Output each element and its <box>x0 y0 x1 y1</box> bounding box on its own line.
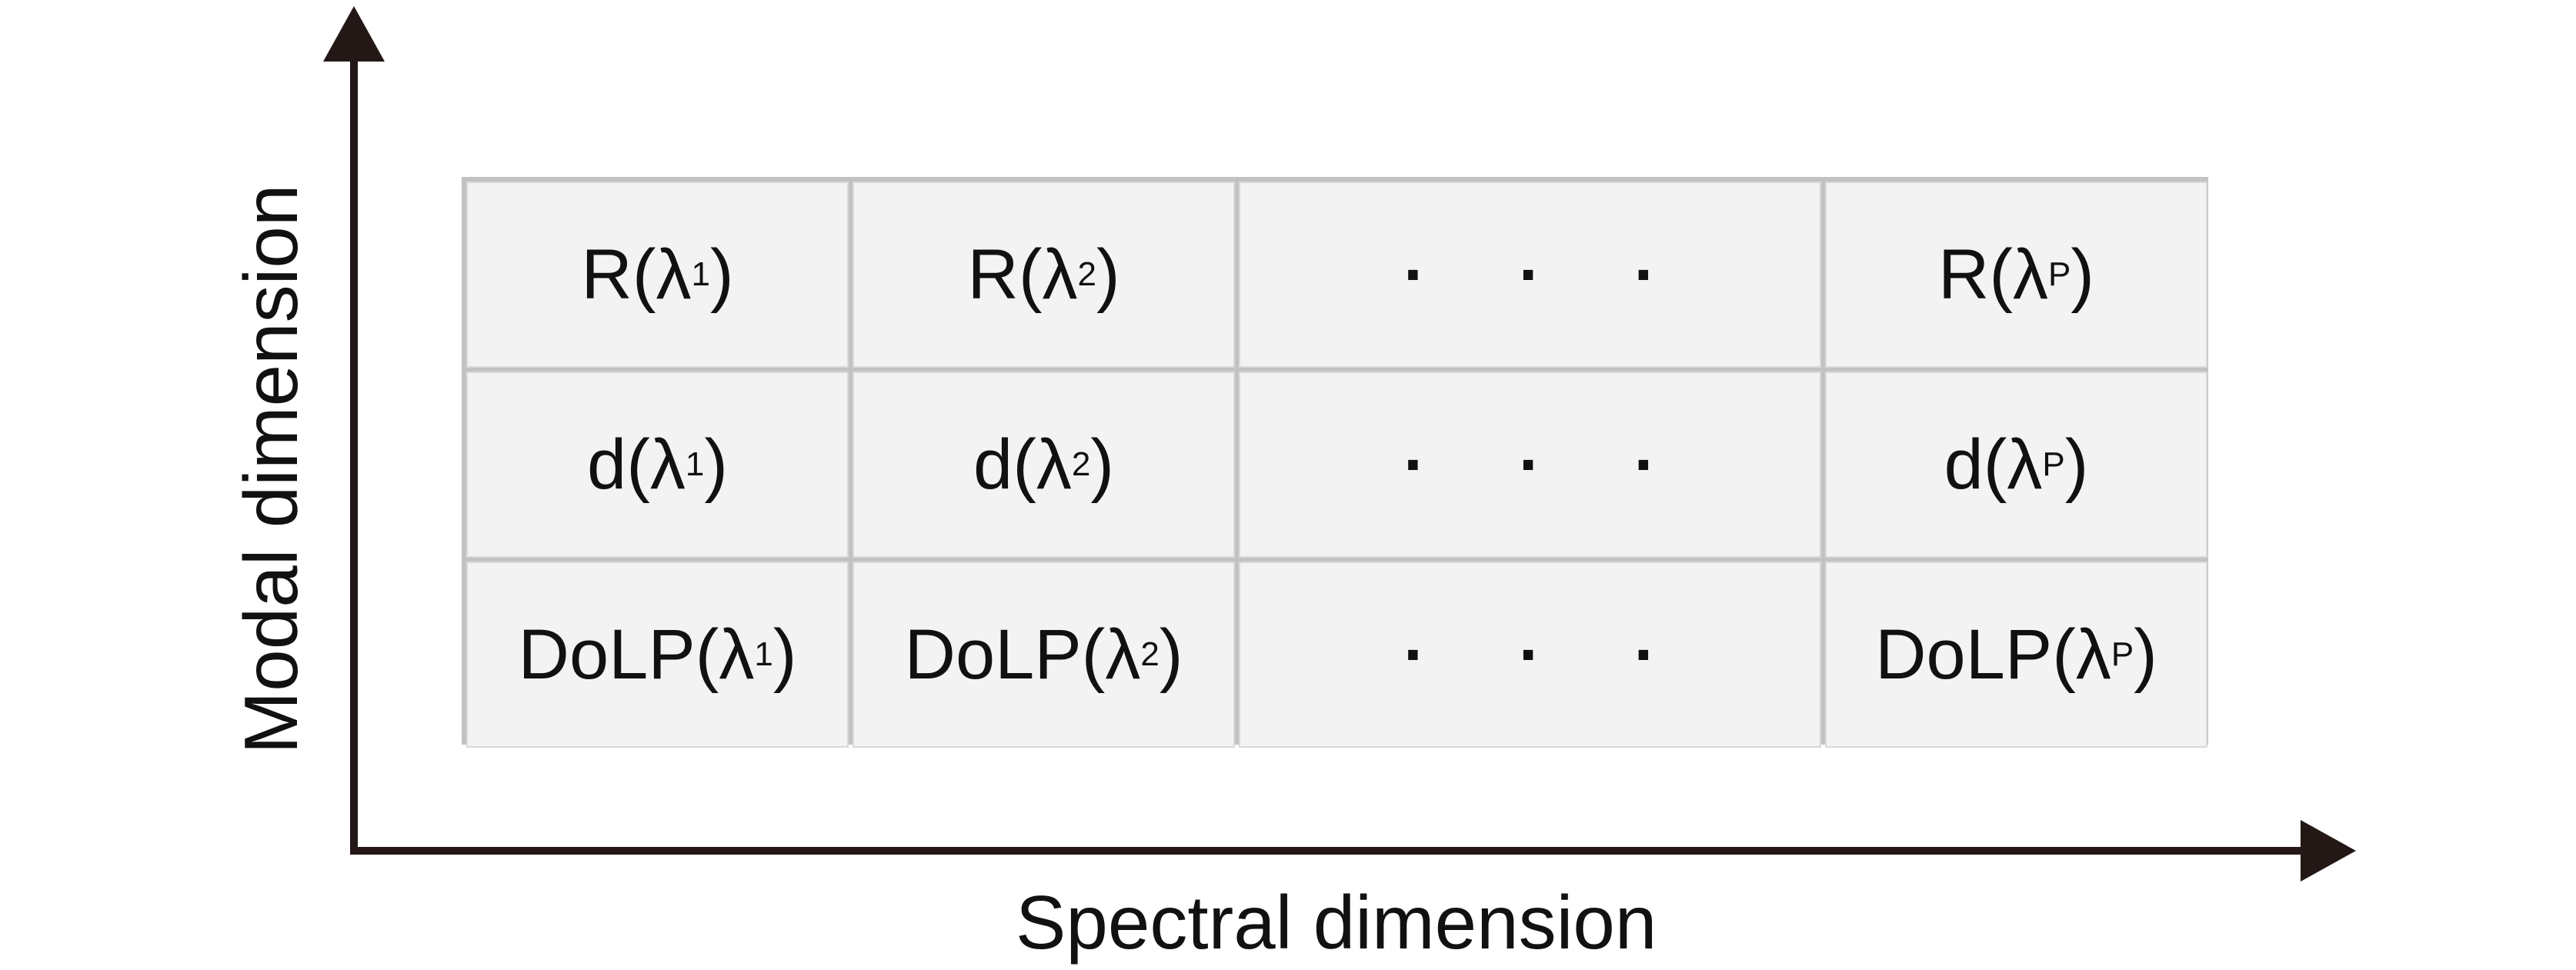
cell-R-lambda-2: R(λ 2) <box>853 182 1235 368</box>
cell-label-close: ) <box>2070 235 2095 314</box>
cell-label-base: d(λ <box>973 425 1072 504</box>
ellipsis: · · · <box>1403 616 1693 692</box>
ellipsis: · · · <box>1403 426 1693 502</box>
cell-DoLP-lambda-1: DoLP(λ 1) <box>466 562 849 748</box>
cell-label-base: d(λ <box>587 425 686 504</box>
cell-label-close: ) <box>1090 425 1114 504</box>
y-axis-arrowhead <box>323 6 385 62</box>
cell-d-ellipsis: · · · <box>1239 372 1821 558</box>
y-axis-label: Modal dimension <box>229 184 313 755</box>
cell-R-ellipsis: · · · <box>1239 182 1821 368</box>
cell-label-base: R(λ <box>581 235 692 314</box>
cell-label-base: R(λ <box>967 235 1078 314</box>
cell-label-base: DoLP(λ <box>518 615 755 694</box>
cell-DoLP-lambda-2: DoLP(λ 2) <box>853 562 1235 748</box>
cell-d-lambda-2: d(λ 2) <box>853 372 1235 558</box>
cell-label-base: DoLP(λ <box>1875 615 2111 694</box>
cell-label-base: d(λ <box>1944 425 2043 504</box>
cell-label-base: R(λ <box>1937 235 2049 314</box>
cell-R-lambda-P: R(λ P) <box>1825 182 2207 368</box>
x-axis-arrowhead <box>2301 820 2356 882</box>
cell-label-close: ) <box>2134 615 2157 694</box>
cell-label-close: ) <box>704 425 728 504</box>
cell-d-lambda-1: d(λ 1) <box>466 372 849 558</box>
cell-label-close: ) <box>2064 425 2089 504</box>
ellipsis: · · · <box>1403 236 1693 312</box>
cell-label-close: ) <box>709 235 734 314</box>
modal-spectral-grid: R(λ 1) R(λ 2) · · · R(λ P) d(λ 1) d(λ 2) · · … <box>462 177 2208 748</box>
cell-label-close: ) <box>1159 615 1183 694</box>
cell-label-close: ) <box>772 615 797 694</box>
x-axis-label: Spectral dimension <box>1016 880 1657 965</box>
cell-label-base: DoLP(λ <box>904 615 1141 694</box>
cell-label-close: ) <box>1096 235 1120 314</box>
cell-R-lambda-1: R(λ 1) <box>466 182 849 368</box>
cell-DoLP-lambda-P: DoLP(λ P) <box>1825 562 2207 748</box>
cell-DoLP-ellipsis: · · · <box>1239 562 1821 748</box>
cell-d-lambda-P: d(λ P) <box>1825 372 2207 558</box>
